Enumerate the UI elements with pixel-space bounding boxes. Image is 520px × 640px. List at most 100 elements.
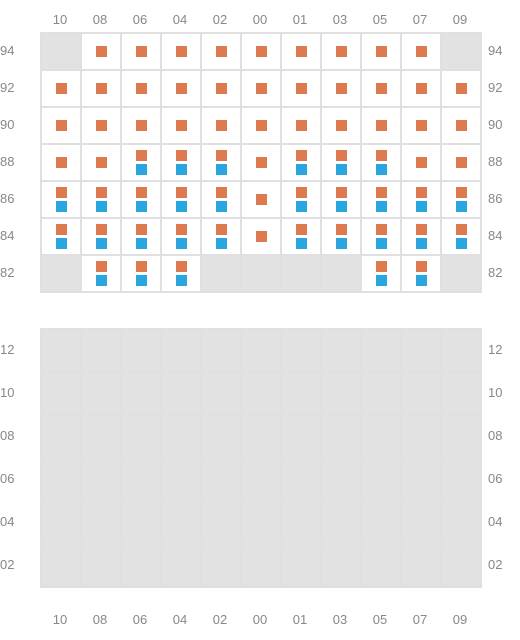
marker-orange bbox=[296, 120, 307, 131]
col-label: 01 bbox=[280, 8, 320, 32]
cell-empty bbox=[281, 501, 321, 544]
col-label: 10 bbox=[40, 608, 80, 632]
marker-blue bbox=[176, 164, 187, 175]
marker-orange bbox=[376, 83, 387, 94]
cell-empty bbox=[441, 372, 481, 415]
marker-orange bbox=[376, 261, 387, 272]
cell bbox=[121, 218, 161, 255]
cell bbox=[321, 107, 361, 144]
row-label: 82 bbox=[482, 254, 512, 291]
cell-empty bbox=[321, 544, 361, 587]
marker-orange bbox=[96, 46, 107, 57]
cell bbox=[321, 70, 361, 107]
col-label: 10 bbox=[40, 8, 80, 32]
cell-empty bbox=[201, 501, 241, 544]
marker-orange bbox=[56, 157, 67, 168]
row-labels-left: 94929088868482 bbox=[0, 32, 40, 293]
marker-orange bbox=[416, 83, 427, 94]
marker-orange bbox=[56, 224, 67, 235]
cell bbox=[41, 218, 81, 255]
col-label: 00 bbox=[240, 608, 280, 632]
cell bbox=[81, 33, 121, 70]
row-label: 04 bbox=[482, 500, 512, 543]
row-label: 86 bbox=[0, 180, 30, 217]
cell-empty bbox=[121, 501, 161, 544]
cell bbox=[401, 70, 441, 107]
cell-empty bbox=[201, 329, 241, 372]
marker-blue bbox=[96, 238, 107, 249]
marker-orange bbox=[296, 224, 307, 235]
row-labels-right: 121008060402 bbox=[482, 328, 520, 588]
cell bbox=[401, 218, 441, 255]
marker-orange bbox=[376, 150, 387, 161]
marker-blue bbox=[176, 201, 187, 212]
cell-empty bbox=[361, 329, 401, 372]
cell bbox=[321, 144, 361, 181]
col-label: 04 bbox=[160, 8, 200, 32]
cell bbox=[401, 107, 441, 144]
marker-orange bbox=[96, 120, 107, 131]
cell bbox=[441, 70, 481, 107]
marker-orange bbox=[136, 46, 147, 57]
marker-blue bbox=[136, 275, 147, 286]
cell bbox=[281, 218, 321, 255]
grid bbox=[40, 328, 482, 588]
marker-orange bbox=[376, 224, 387, 235]
col-label: 05 bbox=[360, 608, 400, 632]
marker-orange bbox=[336, 83, 347, 94]
cell-empty bbox=[441, 501, 481, 544]
row-labels-left: 121008060402 bbox=[0, 328, 40, 588]
cell-empty bbox=[401, 458, 441, 501]
cell-empty bbox=[281, 415, 321, 458]
cell bbox=[81, 107, 121, 144]
marker-orange bbox=[336, 120, 347, 131]
row-label: 94 bbox=[482, 32, 512, 69]
grid-area: 9492908886848294929088868482 bbox=[0, 32, 520, 293]
cell bbox=[281, 181, 321, 218]
cell-empty bbox=[41, 415, 81, 458]
cell bbox=[121, 107, 161, 144]
col-label: 09 bbox=[440, 8, 480, 32]
marker-orange bbox=[136, 120, 147, 131]
cell bbox=[241, 33, 281, 70]
marker-orange bbox=[176, 187, 187, 198]
cell-empty bbox=[161, 329, 201, 372]
cell-empty bbox=[281, 255, 321, 292]
marker-orange bbox=[136, 261, 147, 272]
row-label: 06 bbox=[0, 457, 30, 500]
marker-blue bbox=[56, 238, 67, 249]
marker-orange bbox=[256, 83, 267, 94]
col-label: 05 bbox=[360, 8, 400, 32]
cell bbox=[161, 70, 201, 107]
cell bbox=[361, 144, 401, 181]
cell bbox=[281, 70, 321, 107]
cell bbox=[441, 181, 481, 218]
marker-orange bbox=[296, 83, 307, 94]
marker-orange bbox=[416, 157, 427, 168]
marker-blue bbox=[96, 275, 107, 286]
cell bbox=[441, 218, 481, 255]
marker-orange bbox=[256, 194, 267, 205]
marker-orange bbox=[456, 224, 467, 235]
row-label: 04 bbox=[0, 500, 30, 543]
marker-orange bbox=[136, 224, 147, 235]
cell-empty bbox=[321, 329, 361, 372]
col-label: 00 bbox=[240, 8, 280, 32]
marker-blue bbox=[176, 238, 187, 249]
cell-empty bbox=[41, 329, 81, 372]
cell bbox=[161, 107, 201, 144]
col-label: 07 bbox=[400, 8, 440, 32]
cell-empty bbox=[81, 372, 121, 415]
cell bbox=[201, 70, 241, 107]
marker-blue bbox=[376, 164, 387, 175]
marker-orange bbox=[296, 187, 307, 198]
marker-orange bbox=[216, 83, 227, 94]
grid bbox=[40, 32, 482, 293]
cell bbox=[161, 144, 201, 181]
marker-orange bbox=[416, 46, 427, 57]
cell-empty bbox=[161, 544, 201, 587]
row-label: 02 bbox=[482, 543, 512, 586]
cell bbox=[401, 144, 441, 181]
cell bbox=[241, 144, 281, 181]
row-label: 84 bbox=[482, 217, 512, 254]
